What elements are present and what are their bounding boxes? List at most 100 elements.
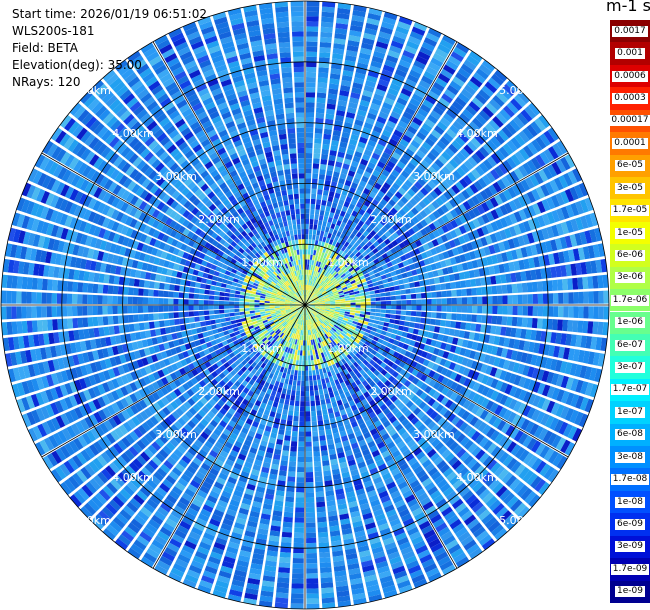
ray-gate xyxy=(226,338,233,344)
ray-gate xyxy=(289,456,297,462)
ray-gate xyxy=(335,303,341,305)
ray-gate xyxy=(311,312,316,317)
ray-gate xyxy=(400,405,409,414)
ray-gate xyxy=(377,280,384,285)
ray-gate xyxy=(349,165,357,173)
ray-gate xyxy=(381,151,391,160)
ray-gate xyxy=(373,233,380,241)
ray-gate xyxy=(327,273,332,279)
ray-gate xyxy=(491,285,498,295)
ray-gate xyxy=(298,345,301,351)
ray-gate xyxy=(120,452,132,464)
ray-gate xyxy=(297,308,302,313)
ray-gate xyxy=(133,474,145,485)
ray-gate xyxy=(173,505,185,516)
ray-gate xyxy=(399,320,406,326)
ray-gate xyxy=(121,409,131,421)
ray-gate xyxy=(91,517,104,530)
ray-gate xyxy=(366,527,378,535)
ray-gate xyxy=(390,295,397,301)
ray-gate xyxy=(271,427,279,434)
ray-gate xyxy=(401,247,409,254)
ray-gate xyxy=(224,551,237,560)
ray-gate xyxy=(316,266,320,272)
ray-gate xyxy=(173,420,183,430)
ray-gate xyxy=(534,117,546,132)
ray-gate xyxy=(430,86,442,97)
ray-gate xyxy=(346,360,353,367)
ray-gate xyxy=(358,316,365,321)
ray-gate xyxy=(257,340,264,346)
ray-gate xyxy=(356,325,362,330)
ray-gate xyxy=(369,330,376,336)
ray-gate xyxy=(305,163,312,169)
ray-gate xyxy=(311,270,315,276)
ray-gate xyxy=(395,124,406,134)
ray-gate xyxy=(253,437,261,445)
ray-gate xyxy=(288,461,297,467)
ray-gate xyxy=(254,400,262,407)
ray-gate xyxy=(295,344,299,351)
ray-gate xyxy=(88,460,100,473)
ray-gate xyxy=(215,580,229,589)
ray-gate xyxy=(203,393,212,402)
ray-gate xyxy=(265,404,272,411)
ray-gate xyxy=(335,362,341,369)
ray-gate xyxy=(530,244,538,256)
ray-gate xyxy=(418,455,429,465)
ray-gate xyxy=(349,294,356,298)
ray-gate xyxy=(546,196,556,210)
ray-gate xyxy=(413,578,428,589)
ray-gate xyxy=(451,289,457,297)
ray-gate xyxy=(375,458,385,467)
ray-gate xyxy=(349,370,356,378)
ray-gate xyxy=(46,453,58,467)
ray-gate xyxy=(339,271,345,277)
ray-gate xyxy=(360,346,367,353)
ray-gate xyxy=(340,523,352,531)
ray-gate xyxy=(571,168,583,183)
ray-gate xyxy=(287,415,293,421)
ray-gate xyxy=(458,365,466,375)
ray-gate xyxy=(271,339,277,345)
ray-gate xyxy=(386,391,395,399)
ray-gate xyxy=(330,250,336,257)
ray-gate xyxy=(378,391,386,400)
ray-gate xyxy=(295,334,299,340)
ray-gate xyxy=(430,354,438,363)
ray-gate xyxy=(296,385,301,391)
ray-gate xyxy=(374,120,385,129)
ray-gate xyxy=(393,324,400,330)
ray-gate xyxy=(154,510,167,522)
ray-gate xyxy=(564,154,576,169)
ray-gate xyxy=(70,423,81,436)
ray-gate xyxy=(363,32,376,41)
ray-gate xyxy=(465,279,472,288)
ray-gate xyxy=(306,320,309,326)
ray-gate xyxy=(276,314,282,318)
ray-gate xyxy=(35,407,46,422)
ray-gate xyxy=(170,424,180,434)
ray-gate xyxy=(441,165,452,176)
ray-gate xyxy=(116,512,129,525)
ray-gate xyxy=(309,390,315,397)
ray-gate xyxy=(112,414,122,426)
ray-gate xyxy=(431,305,437,312)
ray-gate xyxy=(508,373,517,384)
ray-gate xyxy=(332,555,345,562)
ray-gate xyxy=(276,587,289,594)
ray-gate xyxy=(78,391,87,403)
ray-gate xyxy=(501,422,511,434)
ray-gate xyxy=(243,422,251,430)
ray-gate xyxy=(324,179,331,186)
ray-gate xyxy=(354,119,364,127)
ray-gate xyxy=(506,441,517,453)
ray-gate xyxy=(500,326,507,336)
ray-gate xyxy=(441,298,447,305)
ray-gate xyxy=(276,322,282,328)
ray-gate xyxy=(328,275,334,280)
ray-gate xyxy=(470,278,477,287)
ray-gate xyxy=(483,266,491,276)
ray-gate xyxy=(305,239,309,245)
ray-gate xyxy=(391,432,400,441)
